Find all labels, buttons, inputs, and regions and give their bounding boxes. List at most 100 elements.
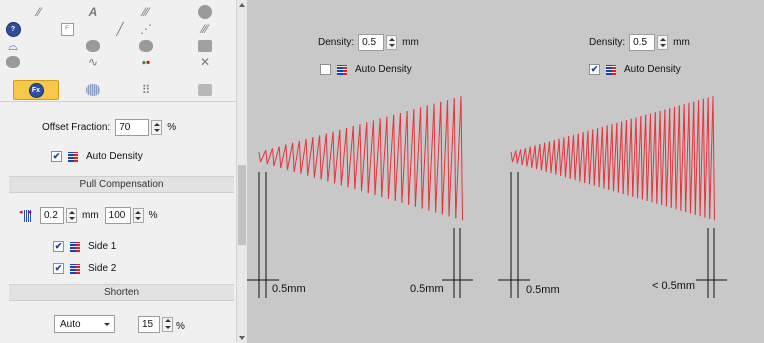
left-density-unit: mm bbox=[402, 37, 419, 48]
stitch-segment bbox=[597, 128, 600, 188]
offset-fraction-label: Offset Fraction: bbox=[42, 122, 111, 133]
stitch-segment bbox=[387, 114, 395, 199]
stitch-segment bbox=[339, 129, 342, 186]
stitch-segment bbox=[645, 114, 648, 201]
left-auto-density-checkbox[interactable] bbox=[320, 64, 331, 75]
scroll-thumb[interactable] bbox=[238, 165, 246, 245]
stitch-segment bbox=[654, 112, 658, 204]
stitch-segment bbox=[319, 135, 322, 180]
arch-icon[interactable]: ⌓ bbox=[8, 38, 18, 53]
pull-mm-input[interactable]: 0.2 bbox=[40, 207, 64, 224]
side2-icon bbox=[70, 263, 80, 274]
stitch-segment bbox=[372, 120, 376, 196]
right-density-input[interactable]: 0.5 bbox=[629, 34, 656, 51]
left-density-spinner[interactable] bbox=[386, 35, 398, 50]
fx-tool-button[interactable]: Fx bbox=[13, 80, 59, 100]
right-start-mark-label: 0.5mm bbox=[526, 284, 560, 296]
pull-mm-unit: mm bbox=[82, 210, 99, 221]
stitch-segment bbox=[630, 118, 634, 197]
stitch-segment bbox=[531, 145, 536, 168]
pull-percent-input[interactable]: 100 bbox=[104, 207, 131, 224]
needle-icon[interactable]: ⁄⁄ bbox=[36, 5, 41, 19]
stitch-segment bbox=[649, 113, 653, 203]
pull-percent-spinner[interactable] bbox=[132, 208, 144, 223]
scroll-down-icon[interactable] bbox=[239, 336, 245, 340]
scroll-up-icon[interactable] bbox=[239, 3, 245, 7]
stitch-segment bbox=[420, 107, 423, 209]
stitch-segment bbox=[548, 141, 552, 174]
stitch-segment bbox=[516, 149, 522, 164]
stitch-segment bbox=[346, 127, 349, 188]
stitch-segment bbox=[266, 148, 273, 165]
stitch-segment bbox=[366, 122, 369, 194]
auto-density-row: ✔ Auto Density bbox=[51, 151, 143, 162]
pull-mm-spinner[interactable] bbox=[66, 208, 77, 223]
stitch-segment bbox=[374, 118, 381, 196]
auto-density-checkbox[interactable]: ✔ bbox=[51, 151, 62, 162]
stitch-segment bbox=[258, 152, 261, 163]
stitch-segment bbox=[521, 148, 526, 165]
stitch-segment bbox=[428, 103, 435, 211]
stitch-segment bbox=[298, 140, 302, 174]
offset-fraction-unit: % bbox=[167, 122, 177, 133]
stitch-segment bbox=[577, 133, 581, 182]
stitch-segment bbox=[524, 148, 528, 167]
side1-label: Side 1 bbox=[88, 241, 117, 252]
stitch-segment bbox=[568, 136, 571, 179]
left-density-input[interactable]: 0.5 bbox=[358, 34, 385, 51]
text-field-icon[interactable]: F bbox=[56, 19, 78, 39]
stitch-segment bbox=[460, 96, 463, 221]
line-icon[interactable]: ╱ bbox=[116, 22, 124, 36]
grid-icon[interactable]: ⠿ bbox=[141, 83, 151, 97]
stitch-segment bbox=[273, 146, 280, 167]
offset-fraction-spinner[interactable] bbox=[151, 120, 163, 135]
stitch-segment bbox=[694, 100, 700, 215]
shorten-value-input[interactable]: 15 bbox=[138, 315, 160, 333]
help-icon[interactable]: ? bbox=[2, 19, 24, 39]
side2-checkbox[interactable]: ✔ bbox=[53, 263, 64, 274]
side2-label: Side 2 bbox=[88, 263, 117, 274]
stitch-segment bbox=[693, 101, 696, 215]
stitch-segment bbox=[394, 112, 401, 201]
stitch-segment bbox=[433, 103, 437, 213]
wave-icon[interactable]: ∿ bbox=[87, 55, 99, 69]
shape-fill-icon[interactable] bbox=[2, 52, 24, 72]
stitch-segment bbox=[305, 139, 309, 176]
satin-icon[interactable] bbox=[82, 80, 104, 100]
circle-shape-icon[interactable] bbox=[194, 2, 216, 22]
stitch-segment bbox=[381, 116, 388, 198]
stitch-segment bbox=[698, 100, 701, 217]
stitch-a-icon[interactable]: A bbox=[88, 5, 98, 19]
diagonal-stitch-icon[interactable]: ⁄⁄⁄ bbox=[142, 5, 149, 19]
cross-icon[interactable]: ✕ bbox=[199, 55, 211, 69]
stitch-segment bbox=[455, 96, 462, 219]
stitch-sample-left bbox=[258, 96, 463, 221]
stitch-segment bbox=[300, 138, 307, 174]
shape-icon[interactable] bbox=[194, 36, 216, 56]
right-density-spinner[interactable] bbox=[657, 35, 669, 50]
shorten-value-spinner[interactable] bbox=[162, 316, 173, 332]
stitch-segment bbox=[588, 129, 594, 185]
stitch-segment bbox=[265, 150, 268, 165]
stitch-segment bbox=[292, 142, 295, 172]
stitch-segment bbox=[635, 117, 639, 199]
left-start-mark-label: 0.5mm bbox=[272, 283, 306, 295]
dotted-line-icon[interactable]: ⋰ bbox=[140, 22, 152, 36]
shorten-mode-select[interactable]: Auto bbox=[54, 315, 115, 333]
offset-fraction-input[interactable]: 70 bbox=[115, 119, 150, 136]
side1-checkbox[interactable]: ✔ bbox=[53, 241, 64, 252]
stitch-segment bbox=[414, 107, 422, 207]
right-end-mark-label: < 0.5mm bbox=[652, 280, 696, 292]
stitch-segment bbox=[637, 116, 642, 199]
stitch-segment bbox=[313, 135, 321, 178]
right-auto-density-checkbox[interactable]: ✔ bbox=[589, 64, 600, 75]
stitch-segment bbox=[421, 105, 428, 209]
panel-scrollbar[interactable] bbox=[236, 0, 247, 343]
pen-icon[interactable]: ⁄⁄⁄ bbox=[201, 22, 208, 36]
shape-fill-icon[interactable] bbox=[135, 36, 157, 56]
shape-fill-icon[interactable] bbox=[82, 36, 104, 56]
square-icon[interactable] bbox=[194, 80, 216, 100]
node-icon[interactable]: ⬩▪ bbox=[141, 54, 151, 69]
stitch-segment bbox=[613, 122, 618, 192]
stitch-segment bbox=[608, 124, 613, 190]
